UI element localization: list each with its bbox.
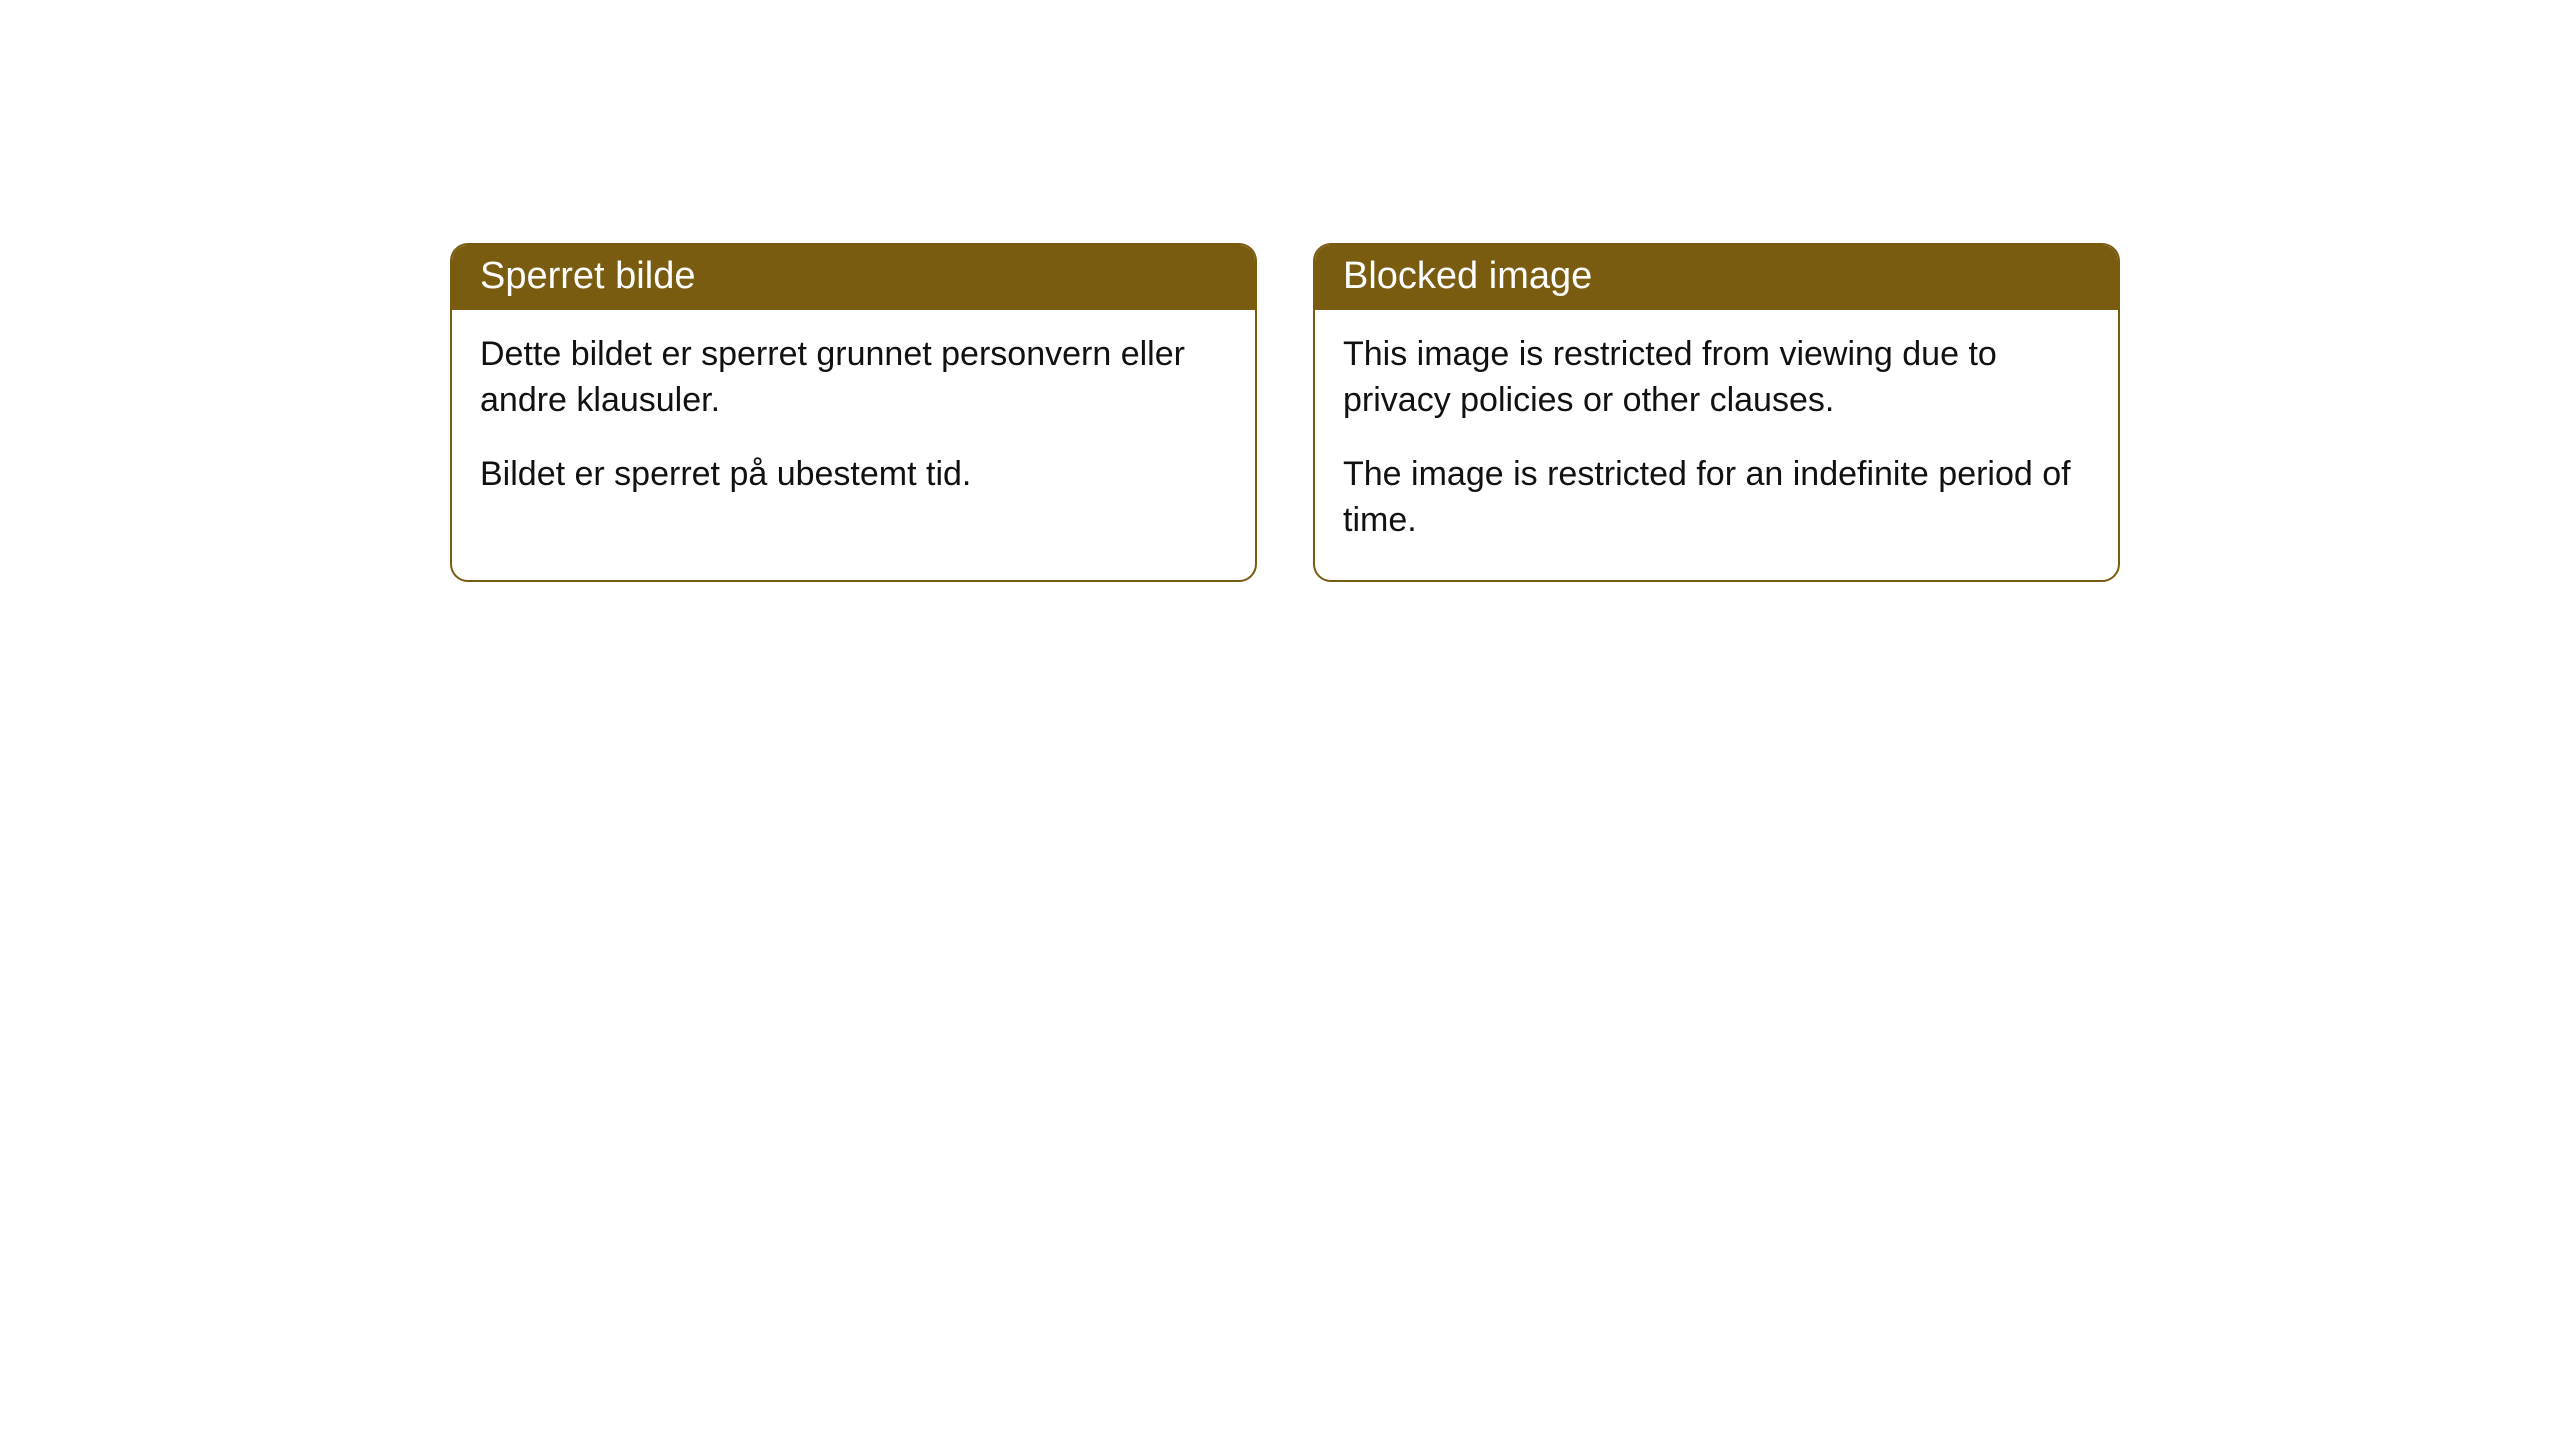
notice-header: Blocked image (1315, 245, 2118, 310)
notice-body: This image is restricted from viewing du… (1315, 310, 2118, 580)
notice-title: Sperret bilde (480, 255, 695, 297)
notice-card-english: Blocked image This image is restricted f… (1313, 243, 2120, 582)
notice-body: Dette bildet er sperret grunnet personve… (452, 310, 1255, 534)
notice-paragraph: Dette bildet er sperret grunnet personve… (480, 332, 1227, 424)
notice-header: Sperret bilde (452, 245, 1255, 310)
notice-container: Sperret bilde Dette bildet er sperret gr… (450, 243, 2120, 582)
notice-title: Blocked image (1343, 255, 1592, 297)
notice-paragraph: Bildet er sperret på ubestemt tid. (480, 452, 1227, 498)
notice-paragraph: The image is restricted for an indefinit… (1343, 452, 2090, 544)
notice-card-norwegian: Sperret bilde Dette bildet er sperret gr… (450, 243, 1257, 582)
notice-paragraph: This image is restricted from viewing du… (1343, 332, 2090, 424)
